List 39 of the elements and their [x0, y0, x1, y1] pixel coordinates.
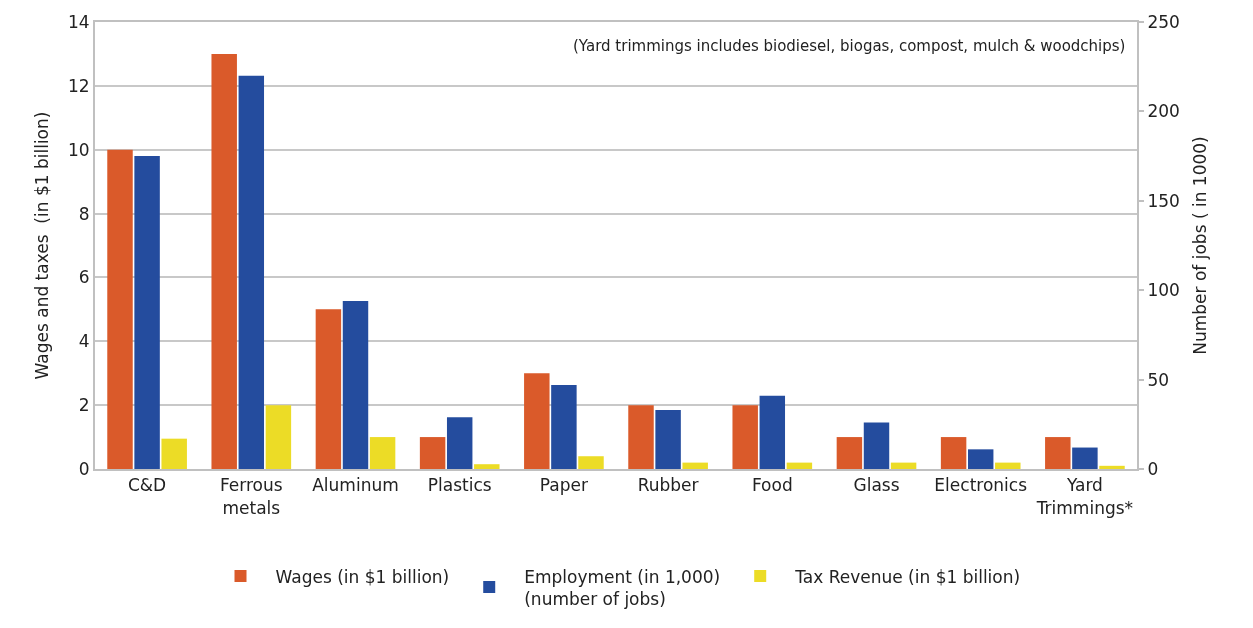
x-tick-label: Rubber	[637, 475, 699, 496]
x-tick-label: Plastics	[427, 475, 492, 496]
legend-label: Employment (in 1,000) (number of jobs)	[524, 566, 721, 609]
x-tick-label: Aluminum	[312, 475, 399, 496]
bar	[474, 464, 500, 469]
bar	[786, 462, 813, 469]
y2-tick-label: 200	[1147, 101, 1180, 122]
x-tick-label: Paper	[539, 475, 588, 496]
y-axis-title: Wages and taxes (in $1 billion)	[32, 111, 53, 380]
y-tick-label: 14	[67, 11, 90, 32]
x-tick-label: Yard Trimmings*	[1035, 475, 1134, 518]
bar	[578, 456, 604, 469]
bar	[682, 462, 708, 469]
bar	[369, 437, 396, 469]
y-tick-label: 6	[78, 267, 90, 288]
y2-tick-label: 100	[1147, 280, 1180, 301]
x-tick-label: Food	[751, 475, 793, 496]
legend-label: Tax Revenue (in $1 billion)	[794, 566, 1021, 587]
y2-tick-label: 250	[1147, 11, 1180, 32]
y-tick-label: 8	[78, 203, 90, 224]
y-tick-label: 12	[67, 75, 90, 96]
y2-tick-label: 50	[1147, 369, 1170, 390]
x-tick-label: C&D	[127, 475, 167, 496]
bar	[161, 438, 187, 469]
y-tick-label: 4	[78, 331, 90, 352]
legend-label: Wages (in $1 billion)	[275, 566, 450, 587]
annotation: (Yard trimmings includes biodiesel, biogas, compost, mulch & woodchips)	[573, 37, 1126, 55]
x-tick-label: Electronics	[934, 475, 1028, 496]
x-tick-label: Ferrous metals	[219, 475, 283, 518]
y-tick-label: 10	[67, 139, 90, 160]
y-tick-label: 2	[78, 395, 90, 416]
y2-axis-title: Number of jobs ( in 1000)	[1189, 136, 1210, 355]
y2-tick-label: 0	[1147, 458, 1159, 479]
y2-tick-label: 150	[1147, 190, 1180, 211]
x-tick-label: Glass	[853, 475, 900, 496]
bar	[890, 462, 917, 469]
y-tick-label: 0	[78, 458, 90, 479]
bar	[265, 405, 292, 469]
bar	[1099, 465, 1125, 469]
